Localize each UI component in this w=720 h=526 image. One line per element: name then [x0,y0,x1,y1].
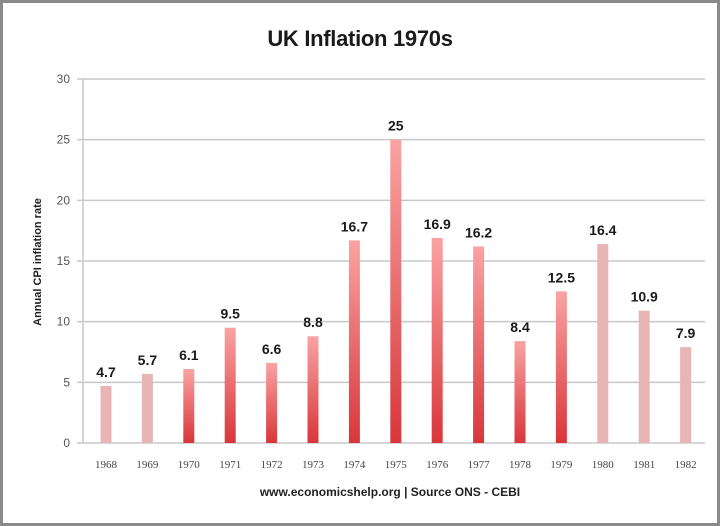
y-axis-ticks: 0 5 10 15 20 25 30 [57,72,71,450]
data-label-1971: 9.5 [220,306,240,322]
data-label-1973: 8.8 [303,314,323,330]
data-label-1979: 12.5 [548,269,575,285]
data-label-1980: 16.4 [589,222,616,238]
y-tick-label: 25 [57,133,71,147]
bar-1982 [680,347,692,443]
bar-1973 [307,336,319,443]
bar-1981 [638,310,650,443]
x-tick-label: 1969 [136,459,159,471]
x-tick-label: 1974 [343,459,366,471]
x-tick-label: 1977 [468,459,491,471]
data-label-1969: 5.7 [138,352,158,368]
y-tick-label: 0 [63,436,70,450]
data-label-1970: 6.1 [179,347,199,363]
bar-1975 [390,139,402,443]
y-tick-label: 20 [57,193,71,207]
bar-1970 [183,368,195,443]
bar-1980 [597,244,609,443]
bar-1977 [473,246,485,443]
data-label-1975: 25 [388,118,404,134]
data-labels: 4.7 5.7 6.1 9.5 6.6 8.8 16.7 25 16.9 16.2 8.4 12.5 1… [96,118,695,380]
data-label-1972: 6.6 [262,341,282,357]
bar-1974 [348,240,360,443]
y-tick-label: 30 [57,72,71,86]
y-tick-label: 10 [57,315,71,329]
x-tick-label: 1981 [633,459,655,471]
x-tick-label: 1973 [302,459,325,471]
bars [100,139,692,443]
x-tick-label: 1979 [550,459,573,471]
data-label-1978: 8.4 [510,319,530,335]
x-tick-label: 1968 [95,459,118,471]
x-tick-label: 1982 [675,459,697,471]
x-tick-label: 1975 [385,459,408,471]
x-tick-label: 1980 [592,459,615,471]
bar-1976 [431,237,443,443]
data-label-1977: 16.2 [465,224,492,240]
chart-title: UK Inflation 1970s [267,26,453,51]
bar-1979 [555,291,567,443]
x-tick-label: 1971 [219,459,241,471]
bar-1978 [514,341,526,443]
bar-1969 [141,373,153,443]
data-label-1968: 4.7 [96,364,116,380]
y-tick-label: 5 [63,375,70,389]
x-tick-label: 1970 [178,459,201,471]
x-axis-source-label: www.economicshelp.org | Source ONS - CEB… [259,485,521,499]
x-tick-label: 1976 [426,459,449,471]
data-label-1981: 10.9 [631,289,658,305]
bar-1968 [100,385,112,443]
bar-1972 [266,362,278,443]
data-label-1974: 16.7 [341,218,368,234]
x-axis-ticks: 1968 1969 1970 1971 1972 1973 1974 1975 1976 1977… [95,459,697,471]
y-tick-label: 15 [57,254,71,268]
bar-1971 [224,327,236,443]
x-tick-label: 1972 [261,459,283,471]
x-tick-label: 1978 [509,459,532,471]
data-label-1976: 16.9 [424,216,451,232]
data-label-1982: 7.9 [676,325,696,341]
